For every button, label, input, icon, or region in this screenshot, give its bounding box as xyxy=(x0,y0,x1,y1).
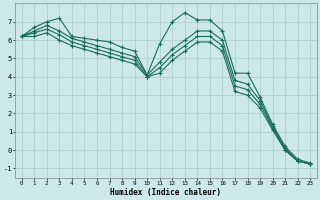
X-axis label: Humidex (Indice chaleur): Humidex (Indice chaleur) xyxy=(110,188,221,197)
